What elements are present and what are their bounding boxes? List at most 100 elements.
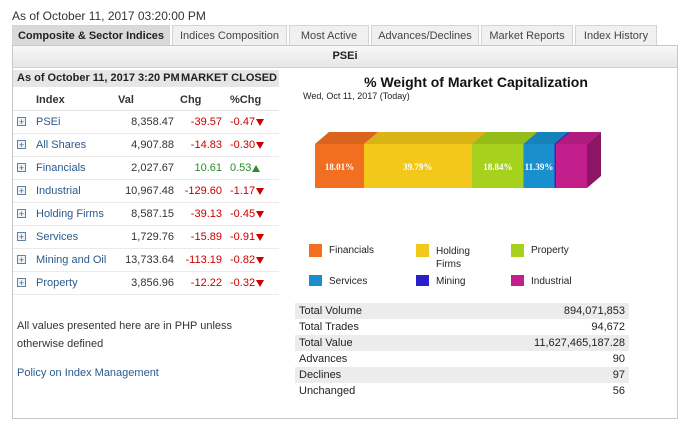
legend-label: Industrial [531, 276, 572, 286]
legend-swatch [511, 275, 524, 286]
legend-label: Mining and Oil [436, 276, 466, 286]
index-value: 8,358.47 [118, 110, 180, 134]
table-row: + Mining and Oil 13,733.64 -113.19 -0.82 [13, 248, 279, 272]
index-name[interactable]: Mining and Oil [36, 248, 118, 272]
expand-icon[interactable]: + [17, 209, 26, 219]
tab-index-history[interactable]: Index History [575, 25, 657, 45]
index-change: 10.61 [180, 156, 230, 180]
table-header-row: Index Val Chg %Chg [13, 89, 279, 111]
stat-value: 11,627,465,187.28 [434, 335, 629, 351]
indices-panel: PSEi As of October 11, 2017 3:20 PM MARK… [12, 45, 678, 419]
index-name[interactable]: Financials [36, 156, 118, 180]
index-change: -39.13 [180, 202, 230, 226]
tab-indices-composition[interactable]: Indices Composition [172, 25, 287, 45]
market-asof-text: As of October 11, 2017 3:20 PM [17, 72, 180, 84]
bar-data-label: 18.01% [325, 162, 354, 172]
legend-label: Financials [329, 245, 375, 256]
table-row: + Industrial 10,967.48 -129.60 -1.17 [13, 179, 279, 203]
arrow-down-icon [256, 279, 265, 287]
arrow-down-icon [256, 118, 265, 126]
tab-advances-declines[interactable]: Advances/Declines [371, 25, 479, 45]
index-name[interactable]: PSEi [36, 110, 118, 134]
stat-value: 90 [612, 353, 625, 365]
stat-value: 56 [612, 385, 625, 397]
index-name[interactable]: Services [36, 225, 118, 249]
expand-icon[interactable]: + [17, 278, 26, 288]
stats-row: Declines 97 [295, 367, 629, 383]
expand-icon[interactable]: + [17, 163, 26, 173]
chart-subtitle: Wed, Oct 11, 2017 (Today) [303, 91, 410, 101]
stats-row: Total Value 11,627,465,187.28 [295, 335, 629, 351]
stats-row: Unchanged 56 [295, 383, 629, 399]
index-value: 1,729.76 [118, 225, 180, 249]
index-change: -39.57 [180, 110, 230, 134]
legend-label: Holding Firms [436, 246, 470, 270]
arrow-down-icon [256, 210, 265, 218]
bar-data-label: 18.84% [483, 162, 512, 172]
table-row: + PSEi 8,358.47 -39.57 -0.47 [13, 110, 279, 134]
chart-legend: Financials Holding Firms Property Services M… [309, 242, 609, 286]
stats-row: Advances 90 [295, 351, 629, 367]
market-status-badge: MARKET CLOSED [181, 72, 277, 84]
col-header-index: Index [36, 89, 118, 111]
index-pct-change: -1.17 [230, 185, 256, 197]
bar-segment-industrial [555, 132, 601, 188]
as-of-timestamp: As of October 11, 2017 03:20:00 PM [12, 9, 206, 23]
stat-label: Total Value [295, 335, 435, 351]
index-name[interactable]: Industrial [36, 179, 118, 203]
expand-icon[interactable]: + [17, 232, 26, 242]
stat-label: Total Volume [295, 303, 435, 319]
index-change: -15.89 [180, 225, 230, 249]
table-row: + Holding Firms 8,587.15 -39.13 -0.45 [13, 202, 279, 226]
expand-icon[interactable]: + [17, 186, 26, 196]
table-row: + All Shares 4,907.88 -14.83 -0.30 [13, 133, 279, 157]
table-row: + Financials 2,027.67 10.61 0.53 [13, 156, 279, 180]
policy-link[interactable]: Policy on Index Management [17, 367, 159, 379]
table-row: + Services 1,729.76 -15.89 -0.91 [13, 225, 279, 249]
legend-swatch [511, 244, 524, 257]
stat-label: Unchanged [299, 385, 356, 397]
stat-label: Advances [299, 353, 348, 365]
index-name[interactable]: Holding Firms [36, 202, 118, 226]
arrow-down-icon [256, 187, 265, 195]
index-name[interactable]: Property [36, 271, 118, 295]
tab-most-active[interactable]: Most Active [289, 25, 369, 45]
expand-icon[interactable]: + [17, 117, 26, 127]
arrow-down-icon [256, 233, 265, 241]
legend-swatch [416, 275, 429, 286]
index-change: -14.83 [180, 133, 230, 157]
currency-note: All values presented here are in PHP unl… [17, 320, 233, 350]
col-header-chg: Chg [180, 89, 230, 111]
legend-label: Property [531, 245, 569, 256]
market-cap-bar-chart: 18.01% 39.79% 18.84% 11.39% [315, 132, 601, 188]
bar-data-label: 39.79% [403, 162, 432, 172]
index-name[interactable]: All Shares [36, 133, 118, 157]
tab-market-reports[interactable]: Market Reports [481, 25, 573, 45]
indices-table: Index Val Chg %Chg + PSEi 8,358.47 -39.57 -0… [13, 89, 279, 295]
tab-bar: Composite & Sector Indices Indices Compo… [12, 25, 659, 45]
bar-data-label: 11.39% [525, 162, 554, 172]
market-status-bar: As of October 11, 2017 3:20 PM MARKET CL… [13, 70, 279, 87]
index-change: -129.60 [180, 179, 230, 203]
index-pct-change: -0.32 [230, 277, 256, 289]
stat-value: 94,672 [591, 321, 625, 333]
index-pct-change: -0.45 [230, 208, 256, 220]
expand-icon[interactable]: + [17, 140, 26, 150]
index-value: 13,733.64 [118, 248, 180, 272]
index-value: 8,587.15 [118, 202, 180, 226]
expand-icon[interactable]: + [17, 255, 26, 265]
legend-swatch [309, 275, 322, 286]
legend-label: Services [329, 276, 368, 286]
index-change: -12.22 [180, 271, 230, 295]
stats-row: Total Trades 94,672 [295, 319, 629, 335]
arrow-down-icon [256, 141, 265, 149]
table-row: + Property 3,856.96 -12.22 -0.32 [13, 271, 279, 295]
col-header-pct-chg: %Chg [230, 89, 279, 111]
index-value: 3,856.96 [118, 271, 180, 295]
arrow-up-icon [252, 164, 261, 172]
bar-segment-holding-firms [363, 132, 487, 188]
stat-label: Total Trades [299, 321, 359, 333]
stat-value: 894,071,853 [434, 303, 629, 319]
tab-composite-sector-indices[interactable]: Composite & Sector Indices [12, 25, 170, 45]
index-pct-change: -0.91 [230, 231, 256, 243]
